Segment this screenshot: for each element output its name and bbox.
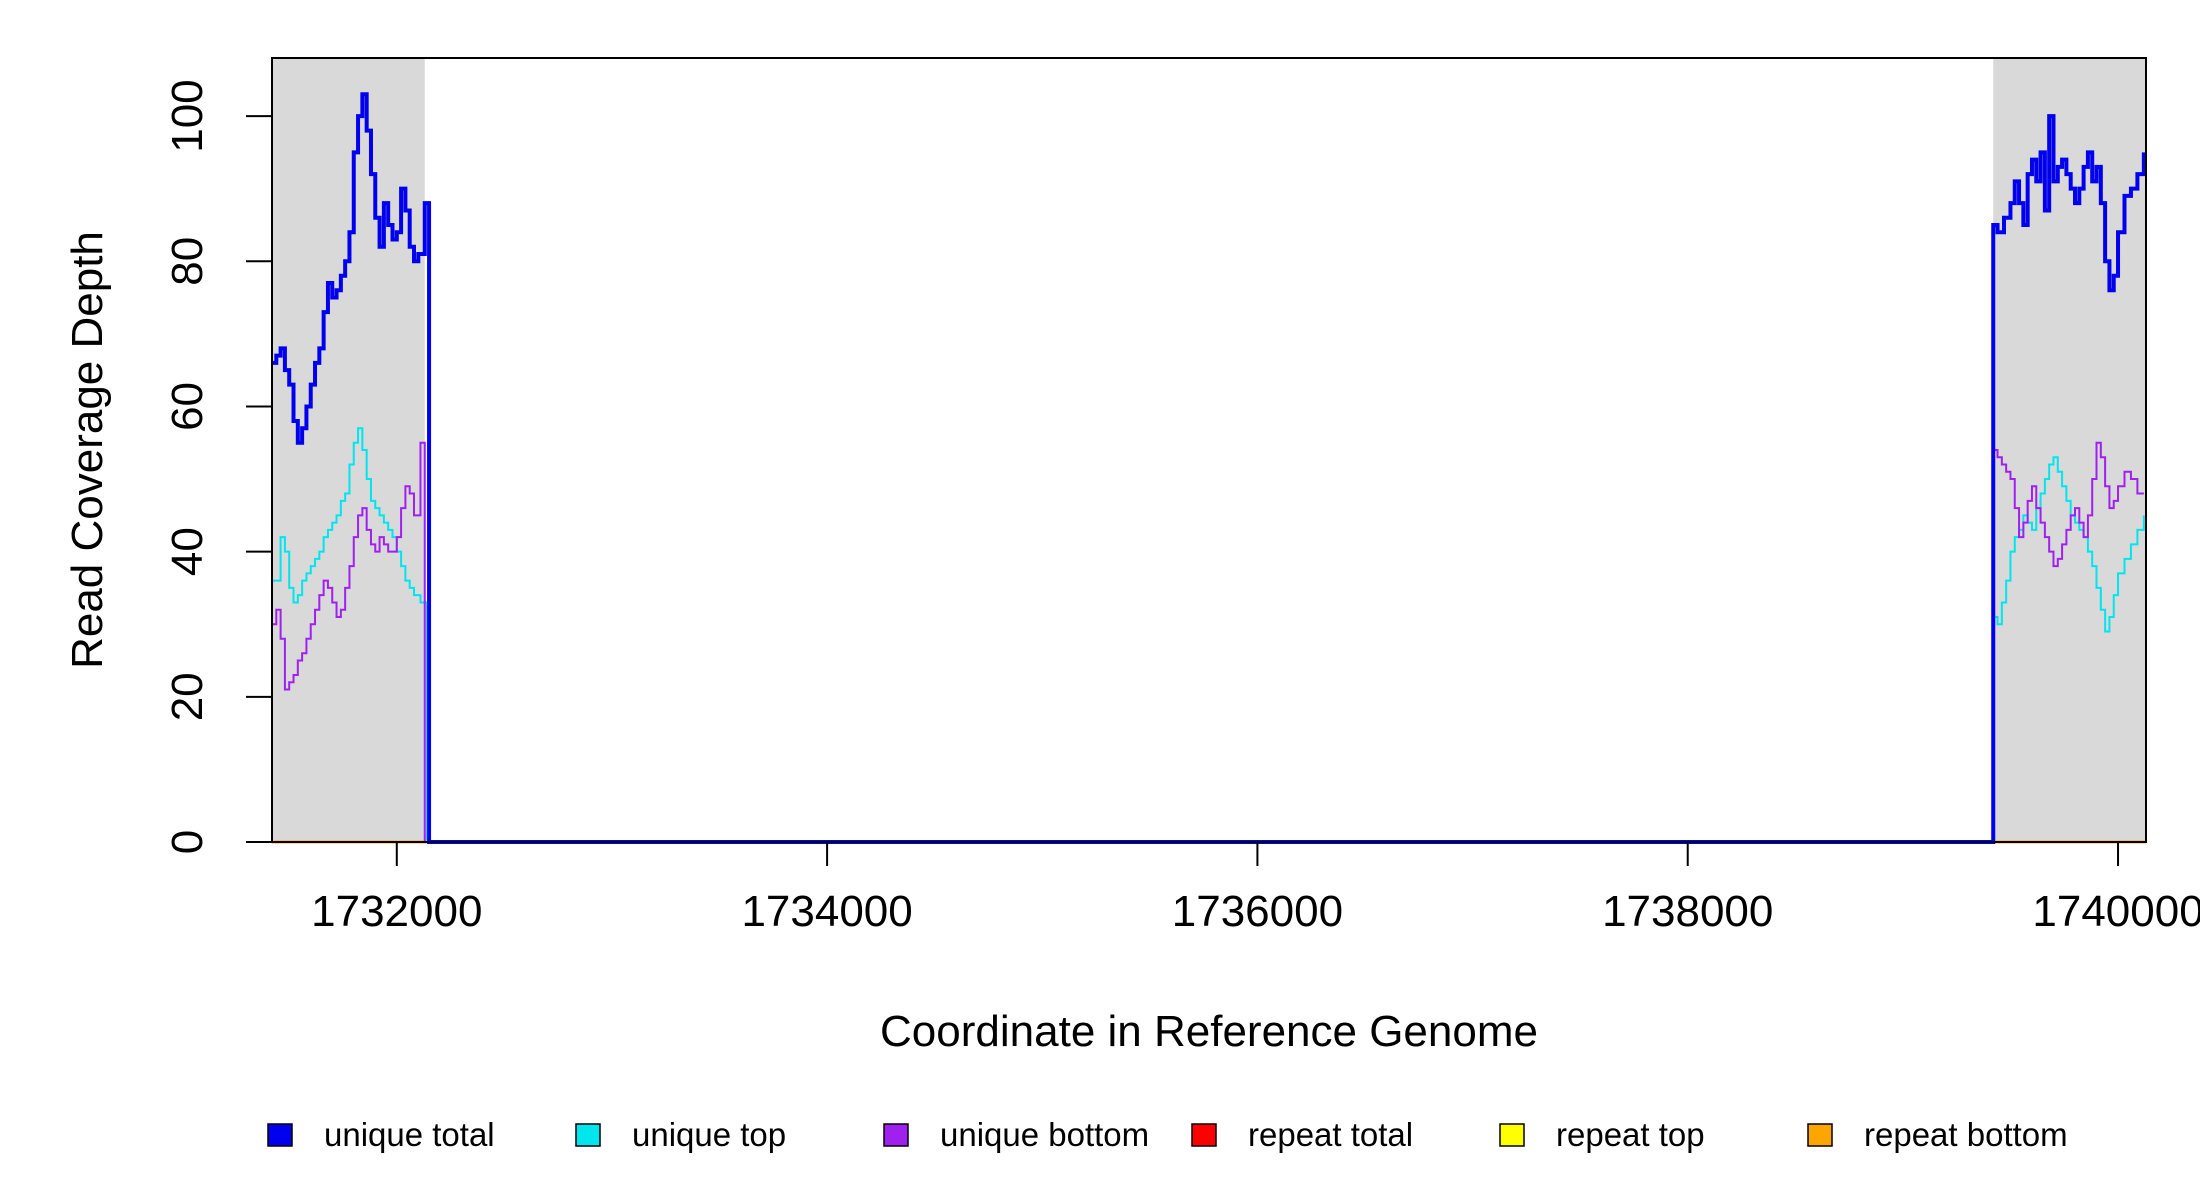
shaded-regions (272, 58, 2146, 842)
y-tick-label-3: 60 (163, 382, 212, 431)
series-line-unique-bottom (272, 441, 2144, 843)
legend-label-unique-total: unique total (324, 1116, 495, 1153)
legend-swatch-repeat-total (1191, 1123, 1217, 1147)
legend-swatch-repeat-bottom (1807, 1123, 1833, 1147)
legend-label-repeat-bottom: repeat bottom (1864, 1116, 2068, 1153)
legend-swatch-unique-total (267, 1123, 293, 1147)
x-tick-label-1: 1734000 (741, 887, 912, 936)
legend-swatch-unique-bottom (883, 1123, 909, 1147)
series-lines (272, 92, 2146, 844)
y-tick-label-5: 100 (163, 79, 212, 152)
series-line-unique-total (272, 92, 2146, 844)
x-axis-title: Coordinate in Reference Genome (880, 1007, 1538, 1056)
y-axis: 0 20 40 60 80 100 (163, 79, 272, 854)
legend-label-repeat-top: repeat top (1556, 1116, 1705, 1153)
x-tick-label-2: 1736000 (1172, 887, 1343, 936)
plot-frame (271, 57, 2147, 843)
y-tick-label-1: 20 (163, 672, 212, 721)
y-axis-title: Read Coverage Depth (63, 231, 112, 669)
legend-swatch-repeat-top (1499, 1123, 1525, 1147)
x-tick-label-0: 1732000 (311, 887, 482, 936)
y-tick-label-2: 40 (163, 527, 212, 576)
y-tick-label-0: 0 (163, 830, 212, 854)
legend-label-unique-top: unique top (632, 1116, 786, 1153)
legend-label-repeat-total: repeat total (1248, 1116, 1413, 1153)
shaded-region-0 (272, 58, 425, 842)
legend: unique total unique top unique bottom repea… (267, 1116, 2068, 1153)
x-tick-label-3: 1738000 (1602, 887, 1773, 936)
x-axis: 1732000 1734000 1736000 1738000 1740000 (311, 842, 2200, 936)
legend-swatch-unique-top (575, 1123, 601, 1147)
x-tick-label-4: 1740000 (2032, 887, 2200, 936)
y-tick-label-4: 80 (163, 237, 212, 286)
legend-label-unique-bottom: unique bottom (940, 1116, 1149, 1153)
series-line-unique-top (272, 427, 2145, 843)
